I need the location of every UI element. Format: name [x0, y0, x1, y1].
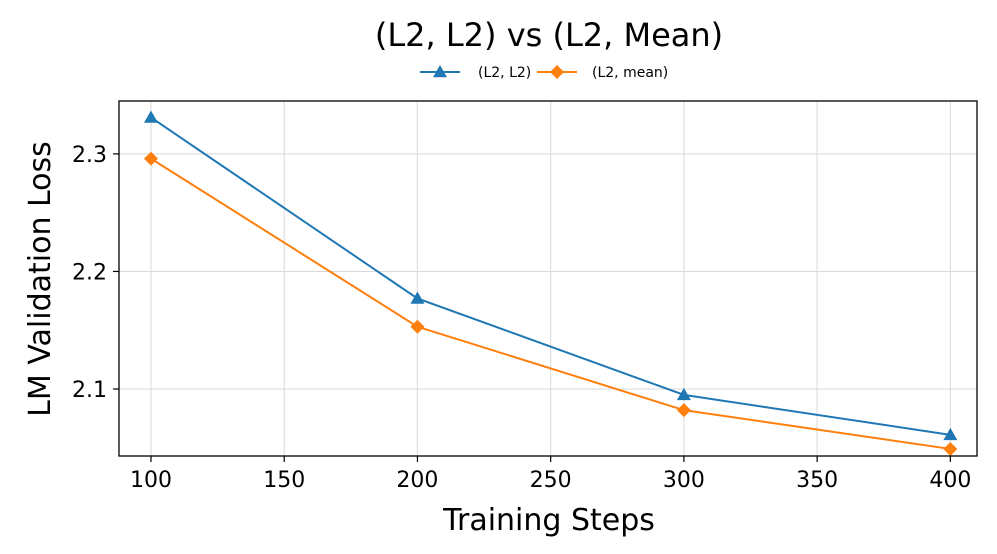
- y-tick-label: 2.3: [72, 143, 107, 168]
- x-tick-label: 150: [263, 468, 305, 493]
- x-tick-label: 200: [396, 468, 438, 493]
- data-point-l2-l2: [410, 291, 425, 304]
- plot-frame: [118, 100, 978, 457]
- legend: (L2, L2) (L2, mean): [420, 65, 668, 81]
- x-tick-label: 250: [530, 468, 572, 493]
- legend-marker-l2-mean: [550, 65, 564, 79]
- data-point-l2-mean: [410, 319, 425, 334]
- y-tick-label: 2.2: [72, 260, 107, 285]
- ticks: 100 150 200 250 300 350 400 2.1 2.2 2.3: [72, 143, 971, 493]
- x-tick-label: 400: [929, 468, 971, 493]
- data-point-l2-l2: [676, 387, 691, 401]
- series-layer: [143, 110, 958, 456]
- legend-label-l2-l2: (L2, L2): [478, 65, 531, 81]
- legend-marker-l2-l2: [433, 65, 447, 78]
- x-tick-label: 100: [130, 468, 172, 493]
- legend-label-l2-mean: (L2, mean): [592, 65, 668, 81]
- y-axis-label: LM Validation Loss: [23, 141, 58, 417]
- x-tick-label: 350: [796, 468, 838, 493]
- data-point-l2-mean: [143, 151, 158, 166]
- series-line-l2-l2: [150, 116, 951, 436]
- data-point-l2-mean: [676, 403, 691, 418]
- data-point-l2-l2: [143, 110, 158, 123]
- series-line-l2-mean: [150, 157, 951, 450]
- data-point-l2-mean: [943, 441, 958, 456]
- chart-title: (L2, L2) vs (L2, Mean): [375, 16, 723, 54]
- y-tick-label: 2.1: [72, 378, 107, 403]
- grid: [119, 101, 977, 456]
- x-tick-label: 300: [663, 468, 705, 493]
- x-axis-label: Training Steps: [442, 503, 655, 538]
- data-point-l2-l2: [943, 427, 958, 441]
